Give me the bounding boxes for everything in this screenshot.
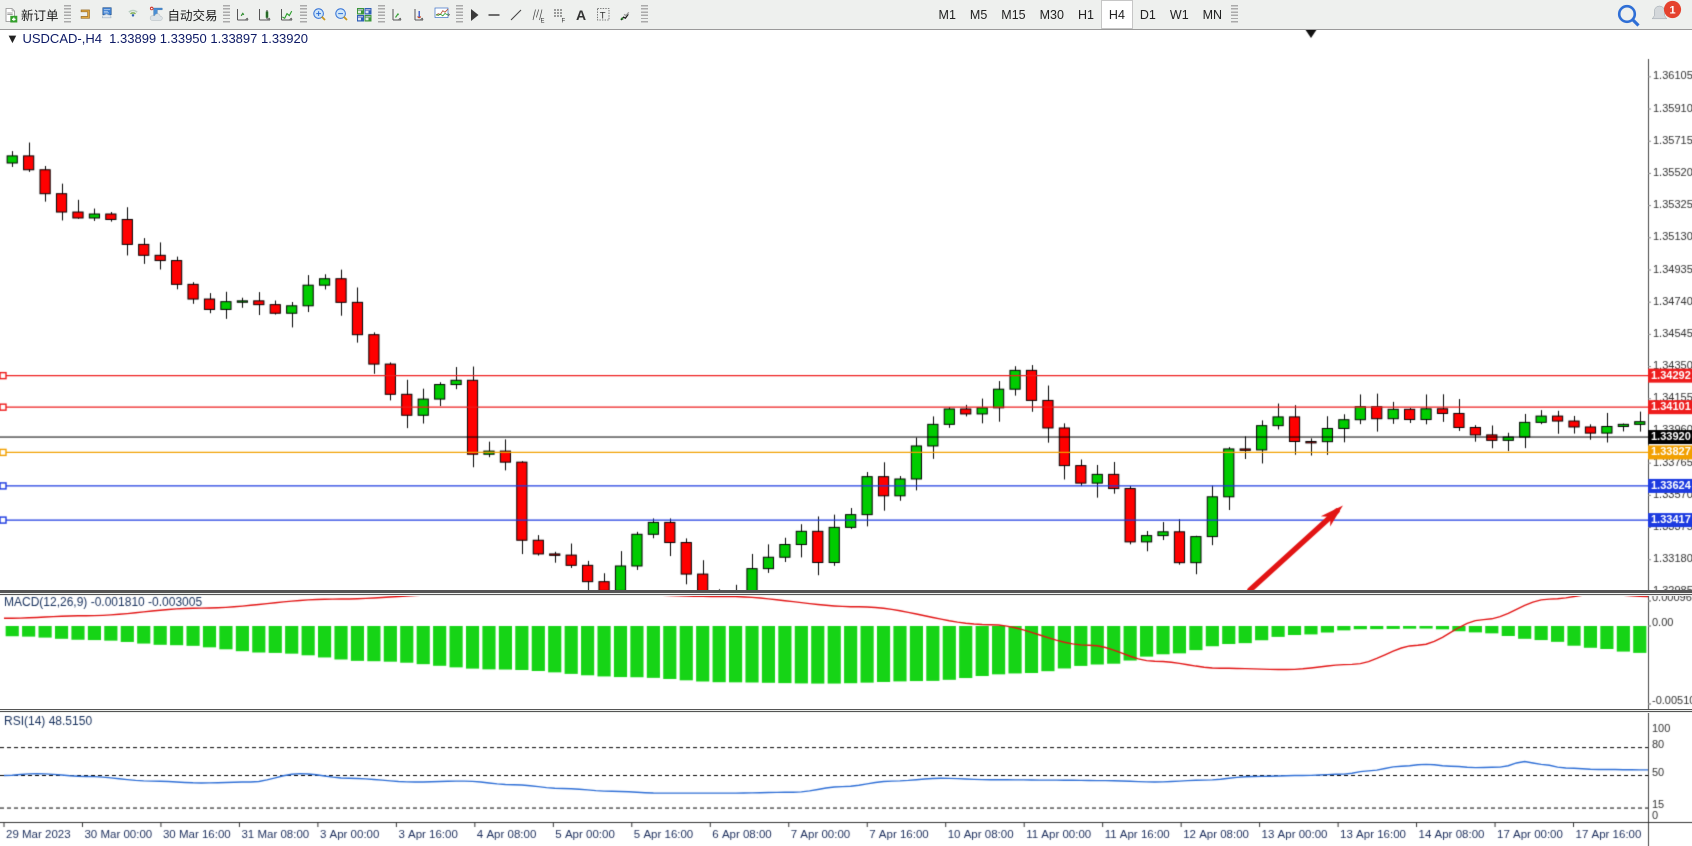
svg-text:F: F <box>561 18 565 23</box>
svg-text:1: 1 <box>1669 4 1675 16</box>
svg-text:A: A <box>576 7 586 23</box>
svg-text:E: E <box>540 18 544 23</box>
svg-text:T: T <box>599 10 605 21</box>
